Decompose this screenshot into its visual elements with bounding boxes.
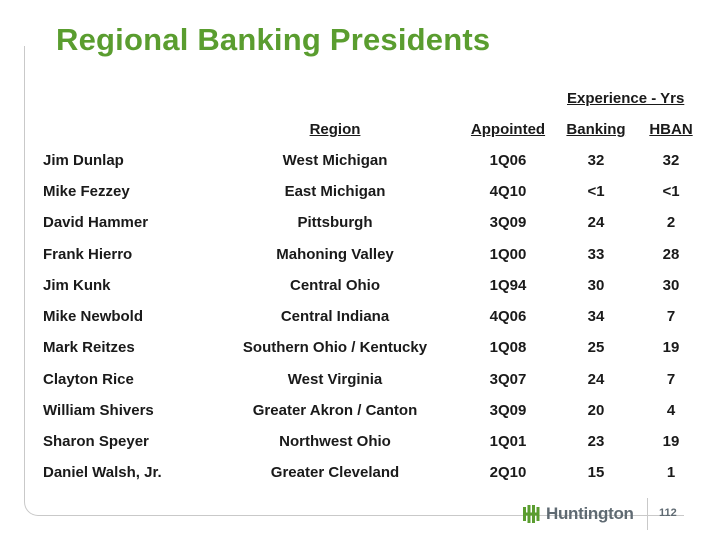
banking-years-value: 24 — [587, 371, 605, 388]
president-name: William Shivers — [43, 402, 154, 419]
banking-years-value: 33 — [587, 246, 605, 263]
president-name: Mike Fezzey — [43, 183, 130, 200]
appointed-value: 1Q08 — [489, 339, 527, 356]
hban-years-value: 28 — [662, 246, 680, 263]
hban-years-value: 2 — [666, 214, 676, 231]
experience-column-group-header: Experience - Yrs — [567, 90, 685, 107]
appointed-value: 1Q01 — [489, 433, 527, 450]
page-number: 112 — [659, 507, 677, 519]
region-value: Southern Ohio / Kentucky — [242, 339, 428, 356]
appointed-value: 1Q06 — [489, 152, 527, 169]
appointed-value: 1Q94 — [489, 277, 527, 294]
logo-wordmark: Huntington — [546, 504, 634, 523]
banking-years-value: 15 — [587, 464, 605, 481]
banking-years-value: 32 — [587, 152, 605, 169]
hban-years-value: 32 — [662, 152, 680, 169]
appointed-value: 4Q10 — [489, 183, 527, 200]
president-name: Frank Hierro — [43, 246, 133, 263]
region-value: Central Indiana — [280, 308, 390, 325]
appointed-value: 4Q06 — [489, 308, 527, 325]
appointed-value: 3Q07 — [489, 371, 527, 388]
banking-years-value: 30 — [587, 277, 605, 294]
region-value: Central Ohio — [289, 277, 381, 294]
appointed-value: 1Q00 — [489, 246, 527, 263]
appointed-value: 3Q09 — [489, 214, 527, 231]
hban-column-header: HBAN — [649, 121, 693, 138]
banking-column-header: Banking — [566, 121, 626, 138]
president-name: David Hammer — [43, 214, 149, 231]
hban-years-value: 7 — [666, 308, 676, 325]
region-value: East Michigan — [284, 183, 386, 200]
banking-years-value: 20 — [587, 402, 605, 419]
region-value: Northwest Ohio — [279, 433, 391, 450]
president-name: Clayton Rice — [43, 371, 134, 388]
banking-years-value: 24 — [587, 214, 605, 231]
hban-years-value: 30 — [662, 277, 680, 294]
footer-divider — [647, 498, 648, 530]
president-name: Mark Reitzes — [43, 339, 135, 356]
region-value: Greater Cleveland — [270, 464, 400, 481]
slide-frame-line — [24, 46, 684, 516]
huntington-logo-icon — [523, 505, 540, 523]
hban-years-value: 7 — [666, 371, 676, 388]
appointed-value: 2Q10 — [489, 464, 527, 481]
president-name: Jim Dunlap — [43, 152, 124, 169]
hban-years-value: 4 — [666, 402, 676, 419]
region-value: Greater Akron / Canton — [252, 402, 418, 419]
banking-years-value: 23 — [587, 433, 605, 450]
appointed-column-header: Appointed — [470, 121, 546, 138]
banking-years-value: 34 — [587, 308, 605, 325]
hban-years-value: <1 — [662, 183, 680, 200]
president-name: Jim Kunk — [43, 277, 111, 294]
region-value: Mahoning Valley — [276, 246, 394, 263]
region-value: Pittsburgh — [297, 214, 373, 231]
region-value: West Virginia — [287, 371, 383, 388]
region-column-header: Region — [309, 121, 361, 138]
appointed-value: 3Q09 — [489, 402, 527, 419]
president-name: Daniel Walsh, Jr. — [43, 464, 162, 481]
banking-years-value: <1 — [587, 183, 605, 200]
hban-years-value: 19 — [662, 339, 680, 356]
hban-years-value: 1 — [666, 464, 676, 481]
banking-years-value: 25 — [587, 339, 605, 356]
president-name: Sharon Speyer — [43, 433, 149, 450]
region-value: West Michigan — [282, 152, 388, 169]
slide-title: Regional Banking Presidents — [56, 22, 491, 57]
president-name: Mike Newbold — [43, 308, 144, 325]
hban-years-value: 19 — [662, 433, 680, 450]
huntington-logo: Huntington — [522, 503, 634, 525]
